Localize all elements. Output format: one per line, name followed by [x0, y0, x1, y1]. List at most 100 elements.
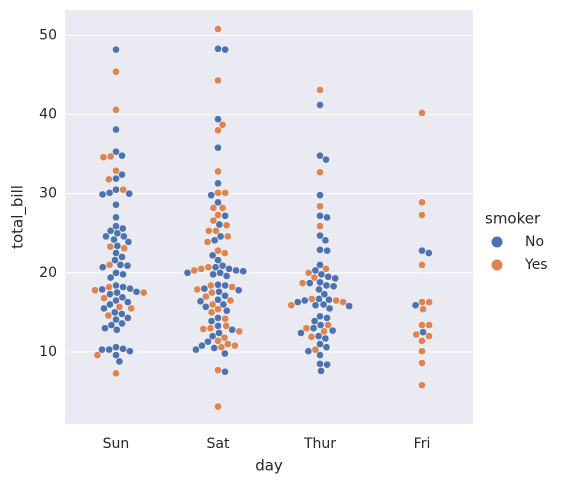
point [214, 314, 222, 322]
point [106, 242, 115, 251]
point [317, 270, 326, 279]
point [304, 347, 313, 356]
point [198, 341, 206, 350]
x-tick-label: Sat [207, 436, 230, 452]
point [232, 266, 240, 275]
point [204, 263, 213, 272]
point [222, 306, 231, 315]
point [214, 211, 222, 219]
point [99, 153, 108, 162]
point [316, 151, 324, 160]
point [112, 147, 120, 156]
point [302, 324, 311, 333]
point [98, 190, 107, 199]
point [222, 272, 231, 280]
point [332, 296, 340, 305]
point [190, 266, 199, 275]
point [93, 351, 102, 359]
point [321, 236, 330, 245]
point [316, 351, 324, 359]
point [118, 293, 127, 302]
point [223, 232, 232, 241]
point [200, 284, 209, 293]
point [321, 334, 330, 343]
point [196, 297, 205, 306]
point [98, 285, 107, 294]
point [105, 283, 113, 291]
point [112, 45, 120, 54]
point [324, 272, 333, 281]
point [112, 125, 120, 134]
point [316, 222, 324, 230]
x-tick-label: Thur [303, 436, 336, 452]
point [209, 270, 217, 279]
point [214, 167, 222, 176]
point [112, 166, 120, 175]
point [204, 337, 212, 346]
point [124, 238, 133, 246]
point [214, 126, 222, 135]
point [106, 273, 115, 282]
point [234, 286, 243, 295]
y-tick-label: 10 [39, 344, 57, 360]
point [320, 290, 329, 299]
point [297, 329, 305, 337]
point [328, 326, 337, 335]
point [425, 298, 434, 306]
point [239, 267, 248, 276]
point [323, 314, 331, 322]
point [105, 345, 114, 354]
point [316, 211, 324, 220]
point [119, 185, 128, 194]
point [322, 343, 331, 352]
point [102, 232, 110, 241]
point [124, 298, 132, 306]
point [221, 281, 230, 290]
point [418, 246, 426, 255]
point [207, 308, 216, 317]
point [214, 402, 222, 411]
x-tick-label: Sun [103, 436, 130, 452]
point [214, 321, 222, 330]
point [212, 227, 220, 235]
point [221, 291, 229, 300]
point [214, 179, 222, 188]
point [214, 143, 222, 152]
point [112, 281, 120, 290]
point [214, 198, 222, 207]
point [411, 301, 420, 310]
point [104, 311, 113, 320]
point [112, 351, 120, 359]
point [210, 236, 219, 245]
point [106, 152, 115, 161]
point [298, 279, 307, 287]
point [323, 246, 332, 255]
y-tick-label: 50 [39, 27, 57, 43]
point [307, 333, 316, 341]
point [208, 288, 216, 297]
point [224, 340, 232, 348]
point [208, 300, 217, 309]
point [111, 256, 119, 264]
point [106, 300, 114, 309]
point [311, 301, 320, 310]
point [225, 264, 233, 273]
point [316, 231, 324, 240]
plot-background [65, 10, 473, 424]
point [310, 273, 319, 282]
point [123, 261, 132, 270]
point [214, 337, 222, 345]
x-tick-label: Fri [414, 436, 431, 452]
point [125, 189, 134, 198]
point [214, 25, 222, 33]
point [418, 198, 426, 207]
point [322, 281, 331, 290]
point [418, 347, 426, 356]
point [316, 86, 324, 94]
point [112, 369, 120, 378]
point [222, 221, 231, 230]
point [325, 304, 334, 313]
point [418, 359, 426, 367]
point [100, 304, 108, 313]
